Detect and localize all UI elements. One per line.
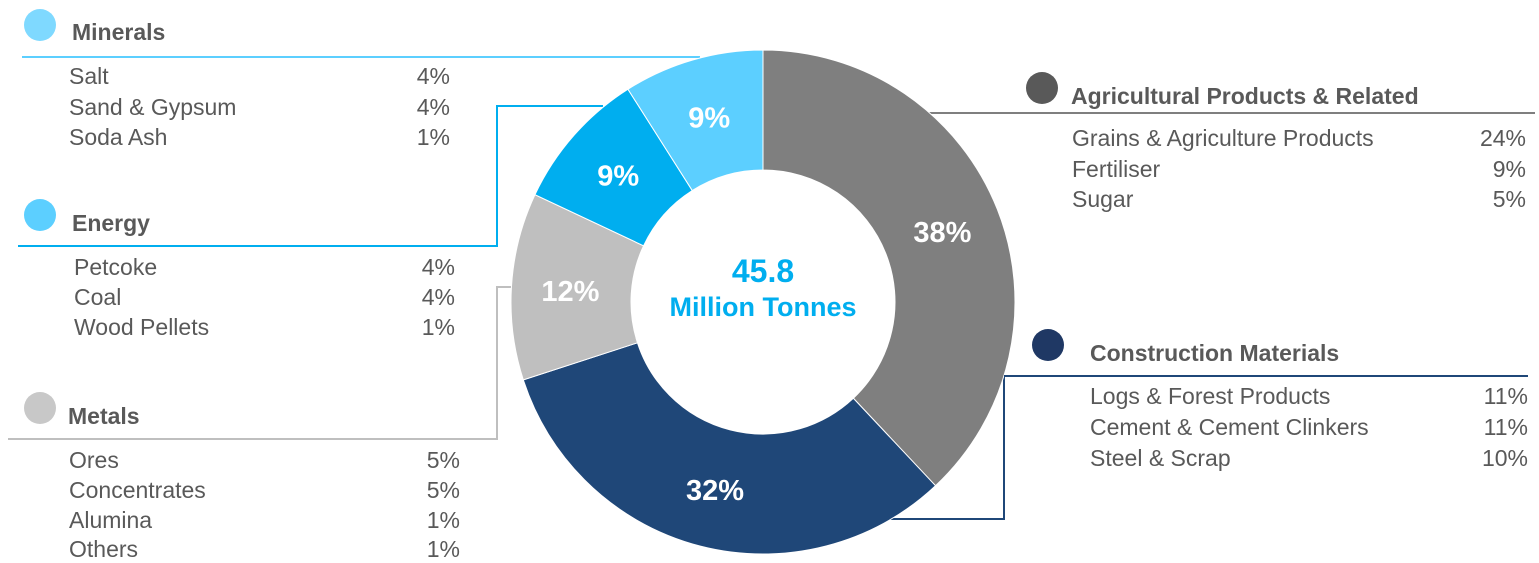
construction-connector [880,376,1005,520]
metals-item-label: Others [69,536,139,562]
minerals-marker [24,9,56,41]
agricultural-title: Agricultural Products & Related [1071,83,1419,109]
donut-slices [510,49,1016,555]
construction-item-value: 10% [1481,445,1528,471]
energy-rule [18,245,498,247]
construction-title: Construction Materials [1090,340,1340,366]
metals-item-label: Concentrates [69,477,206,503]
construction-item-label: Steel & Scrap [1090,445,1231,471]
construction-item-label: Cement & Cement Clinkers [1090,414,1369,440]
agricultural-item-value: 24% [1479,125,1526,151]
construction-rule [1004,375,1528,377]
energy-title: Energy [72,210,150,236]
agricultural-item-value: 9% [1492,156,1526,182]
metals-item-label: Ores [69,447,119,473]
energy-item-label: Petcoke [74,254,158,280]
energy-item-value: 4% [421,254,455,280]
agricultural-marker [1026,72,1058,104]
slice-value-label: 9% [597,160,639,192]
agricultural-item-label: Grains & Agriculture Products [1072,125,1374,151]
minerals-item-value: 1% [416,124,450,150]
metals-rule [8,438,498,440]
slice-value-label: 38% [913,217,971,249]
metals-item-label: Alumina [69,507,153,533]
agricultural-item-value: 5% [1492,186,1526,212]
construction-item-value: 11% [1483,383,1528,409]
donut-hole [631,170,895,434]
energy-marker [24,199,56,231]
construction-marker [1032,329,1064,361]
construction-item-label: Logs & Forest Products [1090,383,1331,409]
energy-item-value: 1% [421,314,455,340]
slice-value-label: 12% [541,276,599,308]
agricultural-rule [940,112,1535,114]
slice-value-label: 32% [686,475,744,507]
energy-item-label: Wood Pellets [74,314,210,340]
energy-connector [496,105,603,245]
metals-item-value: 5% [426,447,460,473]
metals-connector [496,286,512,439]
slice-labels: 38% 32% 12% 9% 9% [541,103,971,507]
energy-item-label: Coal [74,284,122,310]
minerals-item-label: Soda Ash [69,124,168,150]
metals-marker [24,392,56,424]
minerals-rule [22,56,682,58]
metals-item-value: 5% [426,477,460,503]
connector-lines [496,56,1005,520]
minerals-item-label: Sand & Gypsum [69,94,237,120]
center-total-value: 45.8 [732,253,794,289]
minerals-title: Minerals [72,19,166,45]
agricultural-item-label: Fertiliser [1072,156,1161,182]
minerals-item-value: 4% [416,94,450,120]
metals-item-value: 1% [426,536,460,562]
construction-item-value: 11% [1483,414,1528,440]
energy-item-value: 4% [421,284,455,310]
minerals-item-value: 4% [416,63,450,89]
metals-item-value: 1% [426,507,460,533]
center-total-unit: Million Tonnes [670,292,857,322]
slice-value-label: 9% [688,103,730,135]
minerals-item-label: Salt [69,63,109,89]
metals-title: Metals [68,403,140,429]
agricultural-item-label: Sugar [1072,186,1134,212]
